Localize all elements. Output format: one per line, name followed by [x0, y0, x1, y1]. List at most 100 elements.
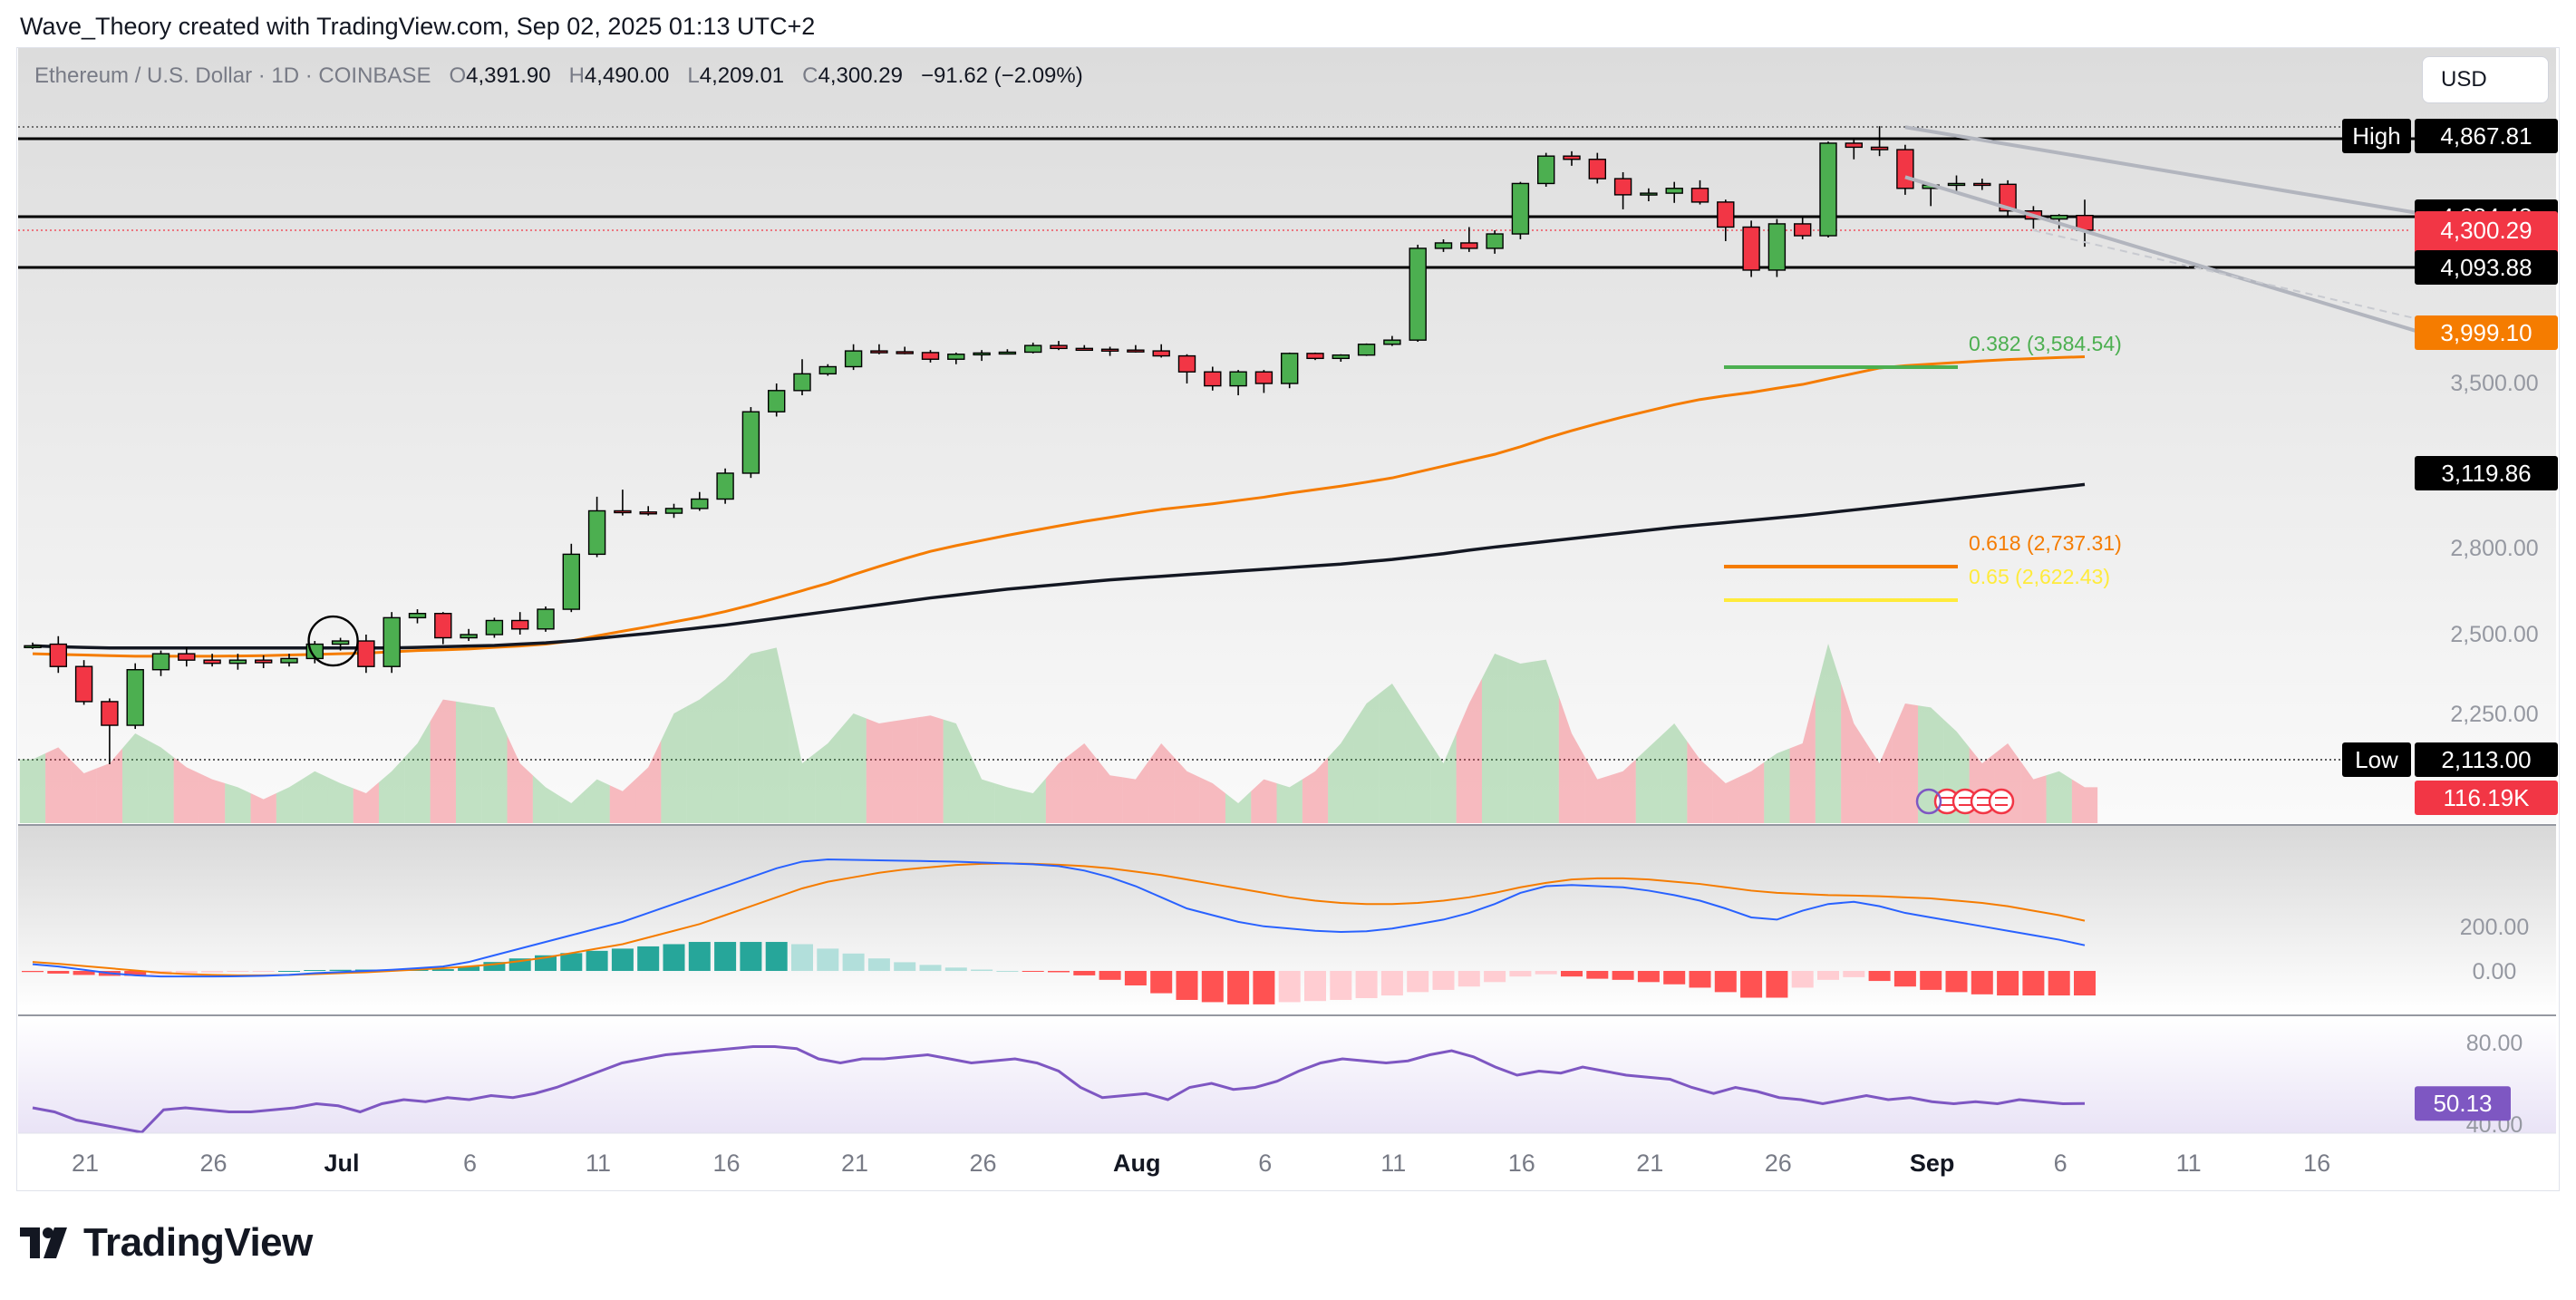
macd-histogram-bar: [1330, 971, 1352, 1000]
candle-body: [741, 411, 760, 474]
time-axis-tick: 6: [1258, 1150, 1272, 1177]
macd-histogram-bar: [2022, 971, 2045, 996]
tag-bg: [2342, 119, 2411, 153]
macd-histogram-bar: [1304, 971, 1326, 1002]
volume-bar: [1353, 694, 1380, 823]
time-axis-tick: 26: [1765, 1150, 1792, 1177]
candle-body: [1280, 353, 1299, 384]
fib-level-label: 0.382 (3,584.54): [1969, 332, 2122, 355]
macd-histogram-bar: [1868, 971, 1891, 982]
volume-bar: [1661, 723, 1688, 823]
candle-body: [1152, 350, 1170, 357]
candle-body: [1127, 349, 1145, 353]
candle-body: [1947, 182, 1966, 187]
rsi-axis-tick: 80.00: [2466, 1031, 2523, 1056]
candle-body: [1896, 149, 1914, 189]
macd-histogram-bar: [1689, 971, 1711, 988]
volume-bar: [866, 718, 893, 823]
candle-body: [1588, 159, 1607, 179]
volume-bar: [1328, 723, 1354, 823]
candle-body: [1999, 183, 2017, 212]
macd-histogram-bar: [1817, 971, 1839, 980]
volume-bar: [532, 775, 559, 823]
macd-histogram-bar: [1253, 971, 1275, 1004]
candle-body: [1357, 344, 1376, 356]
candle-body: [255, 659, 273, 664]
volume-bar: [994, 783, 1021, 823]
candle-body: [126, 669, 144, 726]
volume-bar: [1020, 778, 1046, 823]
volume-bar: [1738, 762, 1765, 823]
price-badge-bg: [2415, 315, 2558, 350]
macd-histogram-bar: [535, 955, 557, 971]
candle-body: [228, 659, 247, 665]
candle-body: [1511, 182, 1530, 235]
symbol-name[interactable]: Ethereum / U.S. Dollar · 1D · COINBASE: [34, 63, 431, 88]
volume-bar: [430, 699, 456, 823]
candle-body: [1973, 182, 1991, 187]
currency-button[interactable]: USD: [2422, 56, 2549, 103]
macd-histogram-bar: [791, 944, 813, 971]
volume-bar: [763, 647, 789, 823]
macd-histogram-bar: [483, 962, 506, 971]
macd-histogram-bar: [1920, 971, 1942, 990]
candle-body: [1717, 201, 1735, 228]
open-label: O: [449, 63, 467, 88]
volume-bar: [1584, 756, 1611, 823]
volume-bar: [1789, 694, 1816, 823]
volume-bar: [584, 779, 610, 823]
macd-histogram-bar: [1278, 971, 1301, 1003]
candle-body: [1767, 223, 1787, 271]
price-badge: 3,119.86: [2441, 460, 2531, 487]
high-value: 4,490.00: [584, 63, 670, 88]
tradingview-logo[interactable]: TradingView: [20, 1219, 313, 1266]
candle-body: [408, 613, 427, 619]
candle-body: [870, 350, 888, 354]
candle-body: [1486, 233, 1504, 249]
last-price-badge: 4,300.29: [2440, 217, 2532, 244]
macd-histogram-bar: [560, 953, 583, 971]
macd-histogram-bar: [1740, 971, 1763, 998]
macd-histogram-bar: [1227, 971, 1250, 1004]
volume-bar: [2020, 761, 2047, 823]
volume-bar: [686, 689, 712, 823]
time-axis-tick: 21: [72, 1150, 99, 1177]
volume-bar: [19, 753, 46, 823]
macd-histogram-bar: [1561, 971, 1583, 977]
volume-bar: [635, 740, 662, 823]
price-axis-tick: 2,500.00: [2450, 622, 2538, 647]
volume-bar: [302, 771, 328, 823]
candle-body: [1332, 354, 1351, 360]
time-axis-tick: 11: [1380, 1150, 1406, 1177]
candle-body: [716, 472, 734, 500]
macd-histogram-bar: [329, 969, 352, 971]
price-badge-bg: [2415, 742, 2558, 777]
macd-histogram-bar: [1586, 971, 1609, 979]
fib-level-label: 0.618 (2,737.31): [1969, 531, 2122, 555]
candle-body: [664, 508, 683, 514]
volume-bar: [1148, 743, 1175, 823]
volume-badge: 116.19K: [2444, 784, 2531, 811]
volume-bar: [2046, 771, 2072, 823]
macd-histogram-bar: [201, 971, 224, 973]
volume-bar: [404, 721, 431, 823]
macd-histogram-bar: [227, 971, 249, 972]
candle-body: [1204, 371, 1222, 387]
volume-bar: [815, 728, 841, 823]
macd-histogram-bar: [1997, 971, 2019, 996]
ohlc-legend: Ethereum / U.S. Dollar · 1D · COINBASE O…: [34, 63, 1083, 89]
price-badge-bg: [2415, 250, 2558, 285]
candle-body: [434, 613, 452, 639]
volume-bar: [1635, 735, 1662, 823]
volume-bar: [1533, 659, 1559, 823]
close-value: 4,300.29: [818, 63, 903, 88]
volume-bar: [609, 779, 636, 823]
brand-name: TradingView: [83, 1220, 313, 1265]
candle-body: [1434, 242, 1453, 249]
candle-body: [947, 354, 965, 360]
candle-body: [1254, 371, 1273, 384]
candle-body: [1023, 344, 1042, 354]
candle-body: [1075, 347, 1094, 352]
macd-histogram-bar: [2074, 971, 2096, 996]
